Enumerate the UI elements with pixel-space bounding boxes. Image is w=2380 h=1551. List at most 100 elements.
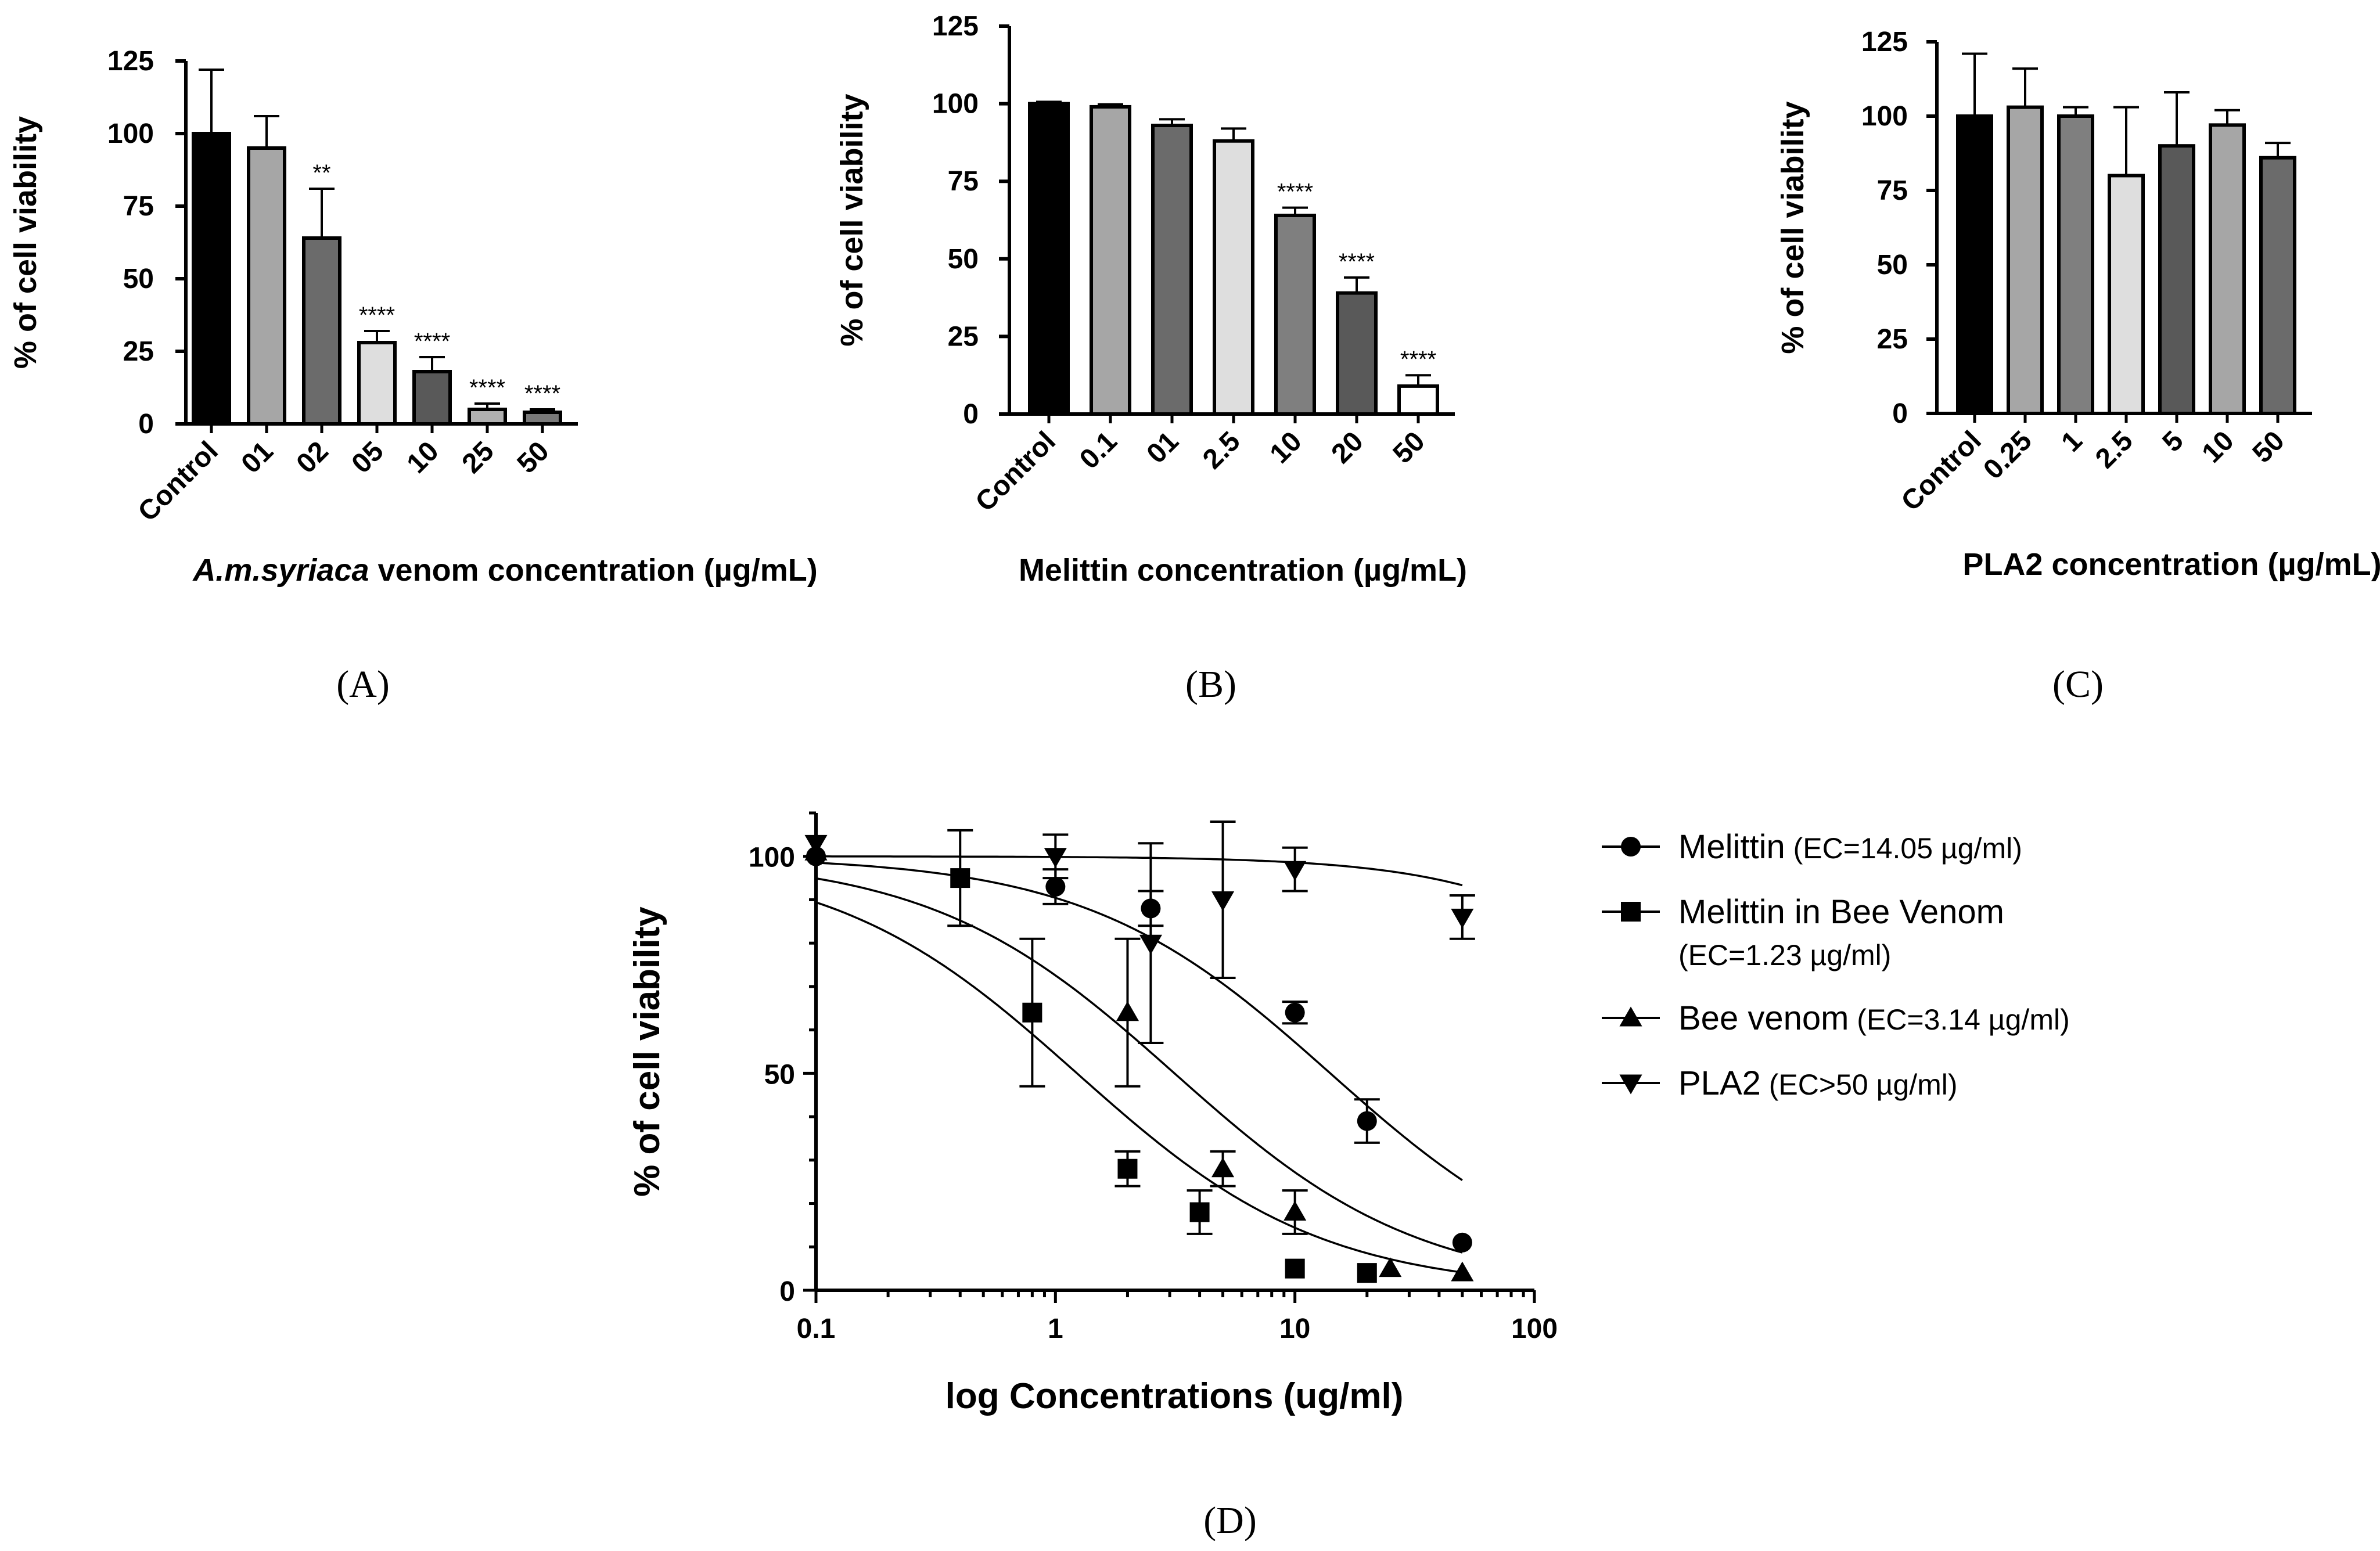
data-point-triangle-up [1451, 1261, 1474, 1282]
bar-50 [1397, 384, 1439, 416]
bar-01 [247, 146, 286, 426]
bar-05 [357, 341, 397, 426]
data-point-square [1285, 1258, 1305, 1279]
significance-marker: **** [469, 375, 505, 401]
legend-entry-4: PLA2 (EC>50 µg/ml) [1602, 1064, 1958, 1102]
bar-1 [2057, 114, 2094, 415]
x-axis-title: log Concentrations (ug/ml) [945, 1376, 1404, 1416]
y-tick-label: 50 [123, 264, 154, 294]
x-axis-title: PLA2 concentration (µg/mL) [1962, 547, 2380, 582]
data-point-triangle-down [804, 834, 828, 855]
x-tick-label: 1 [1048, 1314, 1063, 1344]
data-point-square [1189, 1202, 1210, 1222]
legend-ec: (EC>50 µg/ml) [1761, 1068, 1958, 1101]
data-point-triangle-up [1116, 1001, 1139, 1021]
significance-marker: **** [524, 381, 560, 406]
data-point-triangle-down [1044, 848, 1067, 868]
legend-marker-square [1621, 902, 1641, 922]
x-category-label: 25 [456, 436, 500, 479]
x-category-label: 50 [512, 436, 555, 479]
y-tick-label: 125 [107, 46, 154, 77]
bar-50 [2259, 156, 2296, 415]
bar-5 [2158, 144, 2195, 415]
x-category-label: 2.5 [2090, 425, 2139, 474]
panel-label: (B) [1185, 663, 1236, 706]
bar-10 [412, 370, 452, 426]
bar-02 [302, 236, 341, 426]
data-point-circle [1452, 1232, 1472, 1253]
data-point-triangle-down [1284, 861, 1307, 881]
x-category-label: 0.1 [1074, 426, 1123, 475]
fit-curve-1 [815, 861, 1463, 1181]
significance-marker: **** [359, 303, 395, 328]
x-category-label: 20 [1326, 426, 1369, 469]
bar-2.5 [1213, 139, 1254, 416]
x-category-label: 50 [1387, 426, 1431, 469]
legend-ec: (EC=1.23 µg/ml) [1678, 939, 1891, 971]
y-tick-label: 75 [1877, 175, 1908, 206]
legend-name: Melittin in Bee Venom [1678, 893, 2004, 931]
x-category-label: 10 [401, 436, 445, 479]
data-point-triangle-up [1379, 1257, 1402, 1277]
y-tick-label: 0 [138, 409, 154, 440]
y-tick-label: 0 [779, 1276, 795, 1307]
panel-d-dose-response-chart: 0 50 100 0.1 1 10 100 % of cell viability log Co… [627, 811, 2070, 1542]
y-axis-title: % of cell viability [8, 116, 43, 369]
legend-marker-triangle-down [1619, 1074, 1642, 1095]
y-tick-label: 100 [749, 843, 795, 873]
x-category-label: Control [132, 436, 224, 527]
data-point-square [1022, 1002, 1042, 1023]
x-category-label: 05 [346, 436, 390, 479]
y-tick-label: 0 [963, 399, 979, 430]
significance-marker: **** [1339, 249, 1375, 275]
data-point-circle [1045, 877, 1066, 897]
x-category-label: 5 [2156, 425, 2189, 458]
x-tick-label: 10 [1279, 1314, 1310, 1344]
legend-entry-3: Bee venom (EC=3.14 µg/ml) [1602, 999, 2070, 1037]
x-category-label: 0.25 [1978, 425, 2038, 485]
legend-name: Melittin (EC=14.05 µg/ml) [1678, 828, 2022, 866]
x-tick-label: 100 [1511, 1314, 1558, 1344]
x-category-label: 2.5 [1197, 426, 1246, 475]
legend-entry-1: Melittin (EC=14.05 µg/ml) [1602, 828, 2022, 866]
y-tick-label: 125 [932, 11, 979, 42]
y-tick-label: 50 [948, 244, 979, 275]
bar-10 [1274, 213, 1316, 416]
panel-label: (D) [1203, 1499, 1257, 1542]
fit-curve-3 [815, 877, 1463, 1254]
x-category-label: 50 [2247, 425, 2291, 469]
y-tick-label: 75 [948, 166, 979, 197]
y-tick-label: 25 [123, 336, 154, 367]
y-tick-label: 25 [948, 321, 979, 352]
x-axis-title: A.m.syriaca venom concentration (µg/mL) [192, 553, 817, 588]
data-point-triangle-down [1139, 934, 1162, 955]
y-tick-label: 50 [1877, 250, 1908, 280]
legend-marker-triangle-up [1619, 1006, 1642, 1027]
x-category-label: 10 [1264, 426, 1308, 469]
y-axis-title: % of cell viability [627, 906, 667, 1197]
data-point-square [1357, 1263, 1377, 1283]
bar-10 [2209, 123, 2246, 416]
bar-Control [1028, 102, 1070, 416]
x-category-label: 02 [291, 436, 335, 479]
legend-name: PLA2 (EC>50 µg/ml) [1678, 1064, 1958, 1102]
x-category-label: Control [1896, 425, 1987, 517]
x-axis-title-italic: A.m.syriaca [192, 553, 369, 588]
significance-marker: **** [414, 329, 450, 354]
y-tick-label: 50 [764, 1059, 795, 1090]
data-point-square [950, 868, 970, 888]
panel-label: (A) [336, 663, 390, 706]
bar-Control [192, 132, 231, 426]
legend-entry-2: Melittin in Bee Venom (EC=1.23 µg/ml) [1602, 893, 2004, 971]
data-point-circle [1357, 1111, 1377, 1131]
y-tick-label: 100 [1861, 101, 1908, 132]
bar-0.25 [2007, 105, 2044, 415]
significance-marker: ** [312, 160, 330, 186]
y-tick-label: 100 [107, 118, 154, 149]
bar-01 [1151, 124, 1193, 416]
data-point-circle [1285, 1002, 1305, 1023]
data-point-triangle-up [1284, 1200, 1307, 1221]
significance-marker: **** [1400, 347, 1436, 372]
